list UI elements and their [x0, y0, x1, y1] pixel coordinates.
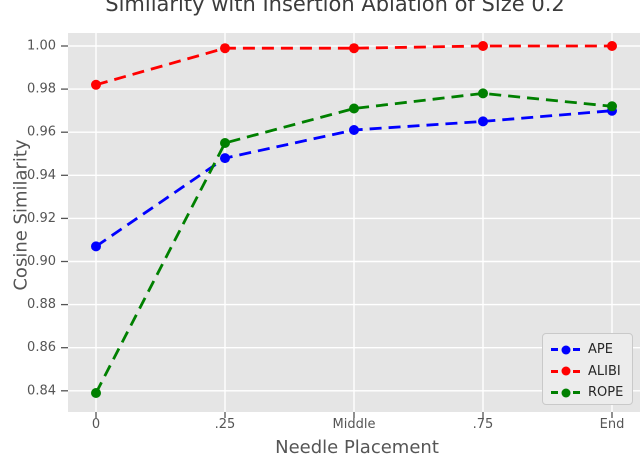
chart-title: Similarity with Insertion Ablation of Si… [105, 0, 565, 16]
legend-item-ape: APE [551, 340, 632, 360]
legend-marker-icon [561, 388, 570, 397]
series-rope [91, 88, 617, 398]
y-tick-label: 0.96 [27, 125, 56, 140]
legend-line-sample [551, 345, 580, 354]
data-point-ape [478, 116, 488, 127]
data-point-ape [349, 125, 359, 135]
y-tick-label: 0.92 [27, 211, 56, 226]
y-tick-label: 0.94 [27, 168, 56, 183]
y-tick-label: 1.00 [27, 39, 56, 54]
x-tick-label: 0 [92, 417, 100, 432]
legend-item-alibi: ALIBI [551, 361, 632, 381]
y-tick-label: 0.98 [27, 82, 56, 97]
data-point-alibi [349, 43, 359, 54]
data-point-rope [220, 138, 230, 148]
x-tick-label: .25 [215, 417, 236, 432]
y-tick-label: 0.88 [27, 297, 56, 312]
y-tick-label: 0.86 [27, 340, 56, 355]
legend-label: APE [588, 342, 613, 357]
x-axis-label: Needle Placement [275, 437, 439, 458]
legend-line-sample [551, 388, 580, 397]
tick-marks [61, 45, 613, 418]
y-tick-label: 0.84 [27, 383, 56, 398]
legend-marker-icon [561, 366, 570, 376]
data-point-rope [91, 388, 101, 398]
gridlines [68, 33, 640, 412]
legend-item-rope: ROPE [551, 383, 632, 403]
legend-line-sample [551, 366, 580, 376]
data-point-rope [478, 88, 488, 99]
data-point-alibi [220, 43, 230, 54]
data-point-alibi [478, 41, 488, 51]
data-point-ape [91, 241, 101, 252]
x-tick-label: Middle [333, 417, 376, 432]
data-point-rope [607, 101, 617, 112]
legend-marker-icon [561, 345, 570, 354]
data-point-rope [349, 103, 359, 114]
y-tick-label: 0.90 [27, 254, 56, 269]
legend-label: ALIBI [588, 363, 621, 379]
x-tick-label: .75 [473, 417, 494, 432]
y-axis-label: Cosine Similarity [10, 139, 32, 291]
legend-label: ROPE [588, 385, 624, 400]
series-alibi [91, 41, 617, 90]
data-point-alibi [607, 41, 617, 51]
data-point-alibi [91, 79, 101, 90]
legend: APE ALIBI ROPE [542, 333, 633, 405]
data-point-ape [220, 153, 230, 164]
tick-labels: 0.84 0.86 0.88 0.90 0.92 0.94 0.96 0.98 1.00 0 .25… [27, 39, 624, 433]
x-tick-label: End [600, 417, 625, 432]
